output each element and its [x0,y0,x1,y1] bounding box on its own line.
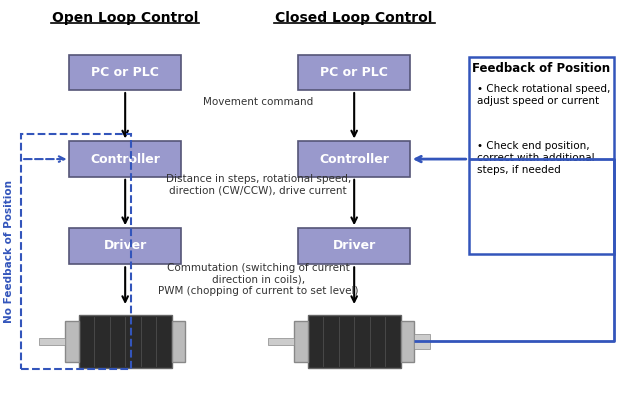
Text: Controller: Controller [90,152,160,166]
Text: No Feedback of Position: No Feedback of Position [4,180,15,323]
Text: • Check end position,
correct with additional
steps, if needed: • Check end position, correct with addit… [477,141,595,175]
Text: Open Loop Control: Open Loop Control [52,11,198,25]
Text: Driver: Driver [104,239,147,252]
FancyBboxPatch shape [298,141,410,177]
Text: Commutation (switching of current
direction in coils),
PWM (chopping of current : Commutation (switching of current direct… [158,263,358,296]
FancyBboxPatch shape [79,315,172,368]
FancyBboxPatch shape [172,321,185,362]
FancyBboxPatch shape [298,55,410,90]
FancyBboxPatch shape [70,55,181,90]
Bar [21,134,131,369]
FancyBboxPatch shape [268,338,294,345]
FancyBboxPatch shape [298,228,410,264]
FancyBboxPatch shape [70,228,181,264]
FancyBboxPatch shape [308,315,401,368]
Text: PC or PLC: PC or PLC [92,66,159,79]
Text: • Check rotational speed,
adjust speed or current: • Check rotational speed, adjust speed o… [477,84,610,106]
Text: Feedback of Position: Feedback of Position [472,62,610,75]
Text: Driver: Driver [333,239,376,252]
Text: Controller: Controller [319,152,389,166]
FancyBboxPatch shape [401,321,414,362]
FancyBboxPatch shape [70,141,181,177]
Text: Distance in steps, rotational speed,
direction (CW/CCW), drive current: Distance in steps, rotational speed, dir… [166,174,351,195]
FancyBboxPatch shape [468,57,614,254]
Text: Closed Loop Control: Closed Loop Control [275,11,433,25]
Text: Movement command: Movement command [203,97,314,107]
FancyBboxPatch shape [294,321,308,362]
FancyBboxPatch shape [39,338,65,345]
Text: PC or PLC: PC or PLC [320,66,388,79]
FancyBboxPatch shape [414,334,430,349]
FancyBboxPatch shape [65,321,79,362]
